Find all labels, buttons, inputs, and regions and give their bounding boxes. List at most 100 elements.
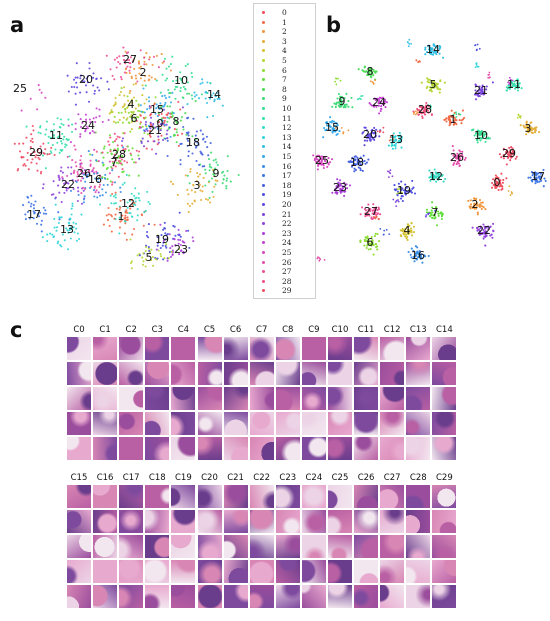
- scatter-point: [119, 220, 122, 223]
- legend-label: 27: [282, 267, 292, 277]
- scatter-point: [381, 103, 384, 106]
- scatter-point: [118, 232, 121, 235]
- scatter-point: [160, 53, 163, 56]
- histology-tile: [144, 534, 171, 559]
- scatter-point: [71, 123, 74, 126]
- scatter-point: [485, 137, 488, 140]
- scatter-point: [434, 216, 437, 219]
- scatter-point: [435, 172, 438, 175]
- scatter-point: [451, 145, 454, 148]
- scatter-point: [185, 76, 188, 79]
- histology-tile: [92, 584, 119, 609]
- cluster-label-b-20: 20: [363, 128, 377, 141]
- scatter-point: [474, 44, 477, 46]
- scatter-point: [335, 103, 338, 106]
- scatter-point: [166, 154, 169, 158]
- scatter-point: [526, 127, 529, 131]
- scatter-point: [323, 156, 327, 159]
- scatter-point: [331, 127, 334, 130]
- scatter-point: [485, 88, 488, 91]
- scatter-point: [209, 81, 212, 85]
- histology-tile: [222, 411, 249, 436]
- scatter-point: [482, 237, 485, 240]
- scatter-point: [421, 261, 424, 264]
- scatter-point: [148, 202, 151, 206]
- scatter-point: [120, 111, 123, 114]
- scatter-point: [158, 125, 161, 128]
- scatter-point: [419, 257, 422, 260]
- cluster-label-a-12: 12: [121, 197, 135, 210]
- scatter-point: [141, 256, 144, 259]
- scatter-point: [58, 191, 61, 194]
- scatter-point: [72, 221, 75, 224]
- scatter-point: [400, 180, 403, 183]
- histology-tile: [170, 386, 197, 411]
- scatter-point: [391, 140, 394, 143]
- legend-marker: [262, 164, 265, 168]
- scatter-point: [126, 161, 129, 164]
- scatter-point: [469, 199, 472, 202]
- cluster-label-b-5: 5: [430, 78, 437, 91]
- scatter-point: [166, 129, 169, 132]
- scatter-point: [162, 239, 165, 242]
- histology-tile: [196, 559, 223, 584]
- scatter-point: [26, 210, 29, 214]
- scatter-point: [333, 102, 336, 105]
- scatter-point: [163, 119, 166, 122]
- scatter-point: [194, 140, 197, 143]
- legend-entry: 18: [254, 181, 317, 191]
- scatter-point: [370, 75, 373, 78]
- scatter-point: [412, 257, 415, 260]
- scatter-point: [102, 147, 106, 150]
- histology-tile: [196, 584, 223, 609]
- scatter-point: [392, 198, 395, 201]
- scatter-point: [156, 105, 160, 108]
- scatter-point: [354, 158, 357, 161]
- scatter-point: [406, 228, 409, 232]
- scatter-point: [119, 206, 122, 209]
- scatter-point: [173, 88, 176, 91]
- scatter-point: [484, 244, 487, 247]
- histology-tile: [118, 386, 145, 411]
- scatter-point: [447, 117, 450, 120]
- legend-label: 16: [282, 161, 292, 171]
- scatter-point: [412, 249, 415, 252]
- legend-entry: 1: [254, 18, 317, 28]
- scatter-point: [328, 161, 332, 164]
- scatter-point: [410, 247, 413, 250]
- scatter-point: [430, 113, 433, 116]
- scatter-point: [216, 179, 219, 182]
- scatter-point: [176, 85, 179, 88]
- scatter-point: [424, 46, 427, 49]
- scatter-point: [316, 168, 319, 171]
- scatter-point: [130, 110, 133, 113]
- scatter-point: [216, 163, 219, 167]
- scatter-point: [50, 151, 53, 155]
- scatter-point: [339, 79, 342, 82]
- scatter-point: [34, 156, 37, 159]
- scatter-point: [435, 180, 438, 183]
- scatter-point: [189, 167, 192, 171]
- scatter-point: [181, 240, 184, 243]
- scatter-point: [457, 162, 460, 165]
- scatter-point: [168, 117, 171, 120]
- scatter-point: [30, 133, 33, 136]
- scatter-point: [118, 208, 121, 211]
- scatter-point: [138, 62, 141, 65]
- scatter-point: [482, 135, 485, 138]
- scatter-point: [520, 87, 523, 90]
- scatter-point: [164, 137, 167, 140]
- scatter-point: [136, 254, 139, 257]
- scatter-point: [38, 152, 41, 155]
- scatter-point: [387, 170, 389, 173]
- scatter-point: [145, 63, 148, 66]
- histology-tile: [222, 559, 249, 584]
- scatter-point: [173, 237, 176, 240]
- scatter-point: [75, 62, 78, 65]
- scatter-point: [72, 171, 75, 174]
- scatter-point: [432, 53, 435, 56]
- scatter-point: [429, 86, 432, 89]
- histology-tile: [222, 361, 249, 386]
- scatter-point: [143, 111, 146, 114]
- scatter-point: [132, 83, 135, 86]
